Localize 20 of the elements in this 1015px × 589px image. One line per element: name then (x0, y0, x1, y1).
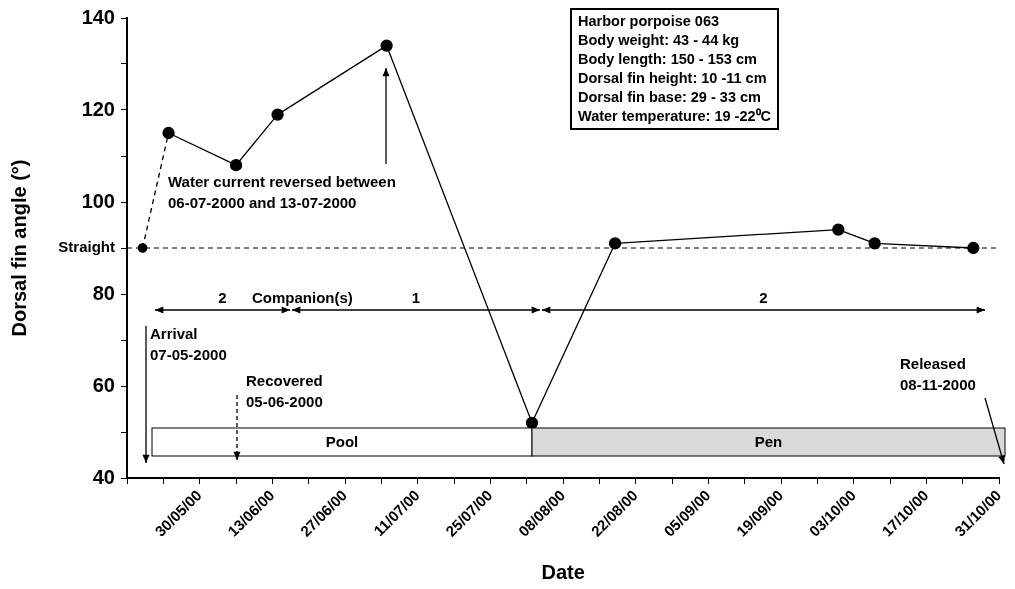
ref-line-label: Straight (58, 238, 115, 256)
annotation: Arrival 07-05-2000 (150, 325, 227, 363)
y-tick-label: 120 (81, 97, 115, 120)
annotation: Released 08-11-2000 (900, 355, 976, 393)
annotation: Companion(s) (252, 289, 353, 306)
y-axis-title: Dorsal fin angle (°) (7, 159, 30, 337)
annotation: 2 (759, 289, 768, 306)
annotation: Pen (754, 433, 783, 450)
y-tick-label: 140 (81, 5, 115, 28)
annotation: Water current reversed between 06-07-2000 and 13-07-2000 (168, 173, 396, 211)
y-tick-label: 60 (92, 373, 115, 396)
annotation: 2 (218, 289, 227, 306)
info-box: Harbor porpoise 063 Body weight: 43 - 44 kg Body length: 150 - 153 cm Dorsal fin height: 10 -11 cm Dorsal fin base: 29 - 33 cm Water temperature: 19 -22⁰C (570, 8, 780, 130)
annotation: 1 (411, 289, 421, 306)
annotation: Pool (325, 433, 359, 450)
annotation: Recovered 05-06-2000 (246, 372, 323, 410)
y-tick-label: 100 (81, 189, 115, 212)
y-tick-label: 40 (92, 465, 115, 488)
x-axis-title: Date (541, 560, 585, 583)
y-tick-label: 80 (92, 281, 115, 304)
